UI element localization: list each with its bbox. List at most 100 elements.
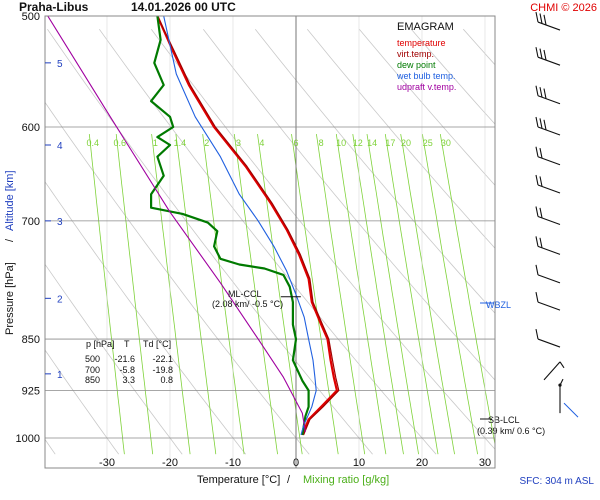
pressure-tick-label: 1000 [16,433,40,445]
mixing-ratio-line [88,134,125,455]
wind-barb [535,264,561,284]
mixing-ratio-label: 17 [385,138,395,148]
pressure-tick-label: 600 [22,122,40,134]
mixing-ratio-label: 3 [236,138,241,148]
wind-barb-staff [537,95,561,105]
copyright: CHMI © 2026 [530,2,597,14]
wind-barb-feather [535,264,539,276]
mixing-ratio-line [352,134,404,455]
plot-frame [44,15,496,469]
wind-barb-staff [543,361,561,381]
dew-point-profile [150,16,310,436]
x-axis-mixing-label: Mixing ratio [g/kg] [303,474,389,486]
wind-barb-feather [559,361,565,369]
wind-barb-feather [539,118,543,129]
wind-barb-feather [535,292,539,303]
wind-barb [535,116,561,136]
wind-barb-feather [535,116,539,128]
altitude-tick-label: 3 [57,217,63,228]
wind-barb [535,206,561,226]
wind-barb-feather [535,11,539,23]
table-cell: -21.6 [114,354,135,364]
mixing-ratio-line [202,134,245,455]
temperature-tick-label: -20 [162,457,178,469]
mixing-ratio-line [175,134,217,455]
mixing-ratio-label: 4 [259,138,264,148]
dry-adiabat [45,263,183,455]
wind-barb-feather [543,88,547,99]
wind-barb-feather [539,147,543,159]
pressure-tick-label: 850 [22,334,40,346]
wind-barb-feather [539,176,543,187]
wind-barb-staff [537,274,561,284]
dry-adiabat [45,181,247,455]
table-row: 850 3.3 0.8 [85,375,173,385]
x-axis-separator: / [287,474,291,486]
legend-wet-bulb: wet bulb temp. [396,71,456,81]
wind-barb-feather [535,206,539,217]
wind-barb [535,236,561,255]
temperature-tick-label: -10 [225,457,241,469]
legend-updraft: udpraft v.temp. [397,82,456,92]
wind-barb-feather [539,13,543,24]
y-axis-label: Pressure [hPa] [4,262,16,335]
wind-barb-feather [543,119,547,130]
y-axis-altitude-label: Altitude [km] [4,170,16,231]
legend-dew-point: dew point [397,60,436,70]
wind-barb [535,328,561,348]
mixing-ratio-label: 1 [153,138,158,148]
table-row: 700 -5.8 -19.8 [85,365,173,375]
mixing-ratio-label: 20 [401,138,411,148]
table-cell: 850 [85,375,100,385]
mixing-ratio-label: 12 [353,138,363,148]
mixing-ratio-line [400,134,455,455]
wet-bulb-profile [163,16,317,436]
mixing-ratio-line [422,134,478,455]
table-cell: 0.8 [160,375,173,385]
temperature-tick-label: 10 [353,457,365,469]
temperature-profile [156,16,338,436]
table-cell: -19.8 [152,365,173,375]
mixing-ratio-label: 6 [294,138,299,148]
grid-layer [45,16,495,468]
y-axis-separator: / [4,238,16,242]
wind-barb-staff [537,156,561,166]
wind-barb-feather [543,14,547,25]
dry-adiabat [254,28,495,314]
table-cell: 3.3 [122,375,135,385]
wind-hodograph-line [563,402,579,418]
wind-barb-feather [535,174,539,186]
wbzl-label: WBZL [486,300,511,310]
series-layer [47,16,340,436]
wind-barb-staff [537,338,561,348]
wind-barb-staff [537,184,561,194]
dry-adiabat [150,28,495,450]
temperature-tick-label: 20 [416,457,428,469]
mixing-ratio-label: 10 [336,138,346,148]
table-header-t: T [124,339,130,349]
mixing-ratio-label: 0.6 [114,138,127,148]
wind-barb-feather [539,48,543,59]
mixing-ratio-line [233,134,278,455]
mixing-ratio-line [439,134,495,447]
table-cell: 700 [85,365,100,375]
wind-barb [535,47,561,66]
surface-elevation: SFC: 304 m ASL [520,476,595,487]
dry-adiabat [202,28,495,381]
sb-lcl-label: SB-LCL [488,415,520,425]
wind-barb [535,146,561,166]
wind-barb-feather [535,328,539,340]
wind-barb [535,174,561,194]
table-cell: 500 [85,354,100,364]
dry-adiabat [45,349,120,455]
mixing-ratio-line [115,134,154,455]
table-header-p: p [hPa] [86,339,115,349]
dry-adiabat [358,28,495,186]
wind-barb-feather [539,207,543,218]
mixing-ratio-label: 30 [441,138,451,148]
wind-barb-staff [537,301,561,311]
mixing-ratio-label: 2 [204,138,209,148]
wind-barb-staff [537,245,561,255]
wind-barbs [535,11,579,418]
